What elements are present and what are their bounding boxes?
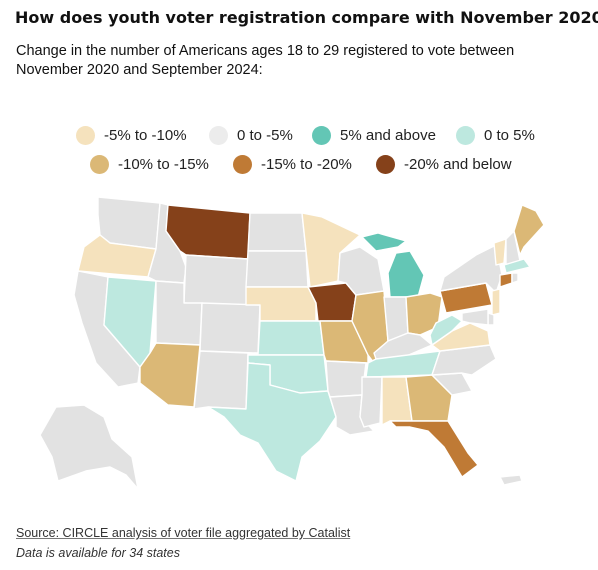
legend-label: -5% to -10% <box>104 126 187 144</box>
state-NJ[interactable] <box>491 288 501 316</box>
state-MI[interactable] <box>387 250 425 298</box>
legend-item: 0 to 5% <box>456 124 535 146</box>
legend-swatch <box>90 154 109 174</box>
state-NM[interactable] <box>193 350 249 410</box>
state-RI[interactable] <box>511 272 519 284</box>
state-NY[interactable] <box>439 244 503 294</box>
state-KS[interactable] <box>257 320 325 356</box>
legend-item: 5% and above <box>312 124 436 146</box>
state-AR[interactable] <box>325 360 367 398</box>
state-WV[interactable] <box>429 314 463 346</box>
chart-subtitle: Change in the number of Americans ages 1… <box>16 43 515 78</box>
state-SD[interactable] <box>245 250 309 288</box>
state-VT[interactable] <box>493 238 507 266</box>
state-FL[interactable] <box>389 420 479 478</box>
legend-swatch <box>233 154 252 174</box>
state-DE[interactable] <box>487 312 495 326</box>
legend-swatch <box>76 125 95 145</box>
legend-swatch <box>312 125 331 145</box>
state-ME[interactable] <box>513 204 545 256</box>
legend-label: 0 to 5% <box>484 126 535 144</box>
state-MI-up[interactable] <box>361 232 407 252</box>
data-note: Data is available for 34 states <box>16 546 180 560</box>
legend-item: -10% to -15% <box>90 153 209 175</box>
state-MA[interactable] <box>503 258 531 274</box>
us-choropleth-map <box>39 196 545 490</box>
chart-title: How does youth voter registration compar… <box>15 8 598 27</box>
legend-item: 0 to -5% <box>209 124 293 146</box>
legend-label: 0 to -5% <box>237 126 293 144</box>
state-GA[interactable] <box>405 374 453 422</box>
legend-label: -15% to -20% <box>261 155 352 173</box>
state-MS[interactable] <box>359 376 383 428</box>
state-ND[interactable] <box>247 212 307 252</box>
state-TX[interactable] <box>207 362 337 482</box>
legend-label: -20% and below <box>404 155 512 173</box>
legend-swatch <box>456 125 475 145</box>
legend-label: -10% to -15% <box>118 155 209 173</box>
source-link[interactable]: Source: CIRCLE analysis of voter file ag… <box>16 526 351 540</box>
state-MD[interactable] <box>461 308 489 326</box>
state-AK[interactable] <box>39 404 139 490</box>
legend-swatch <box>209 125 228 145</box>
state-WY[interactable] <box>183 254 249 308</box>
legend-item: -20% and below <box>376 153 512 175</box>
state-HI[interactable] <box>499 474 523 486</box>
legend-row-1: -5% to -10% 0 to -5% 5% and above 0 to 5… <box>0 124 598 146</box>
legend-swatch <box>376 154 395 174</box>
legend-item: -5% to -10% <box>76 124 187 146</box>
state-CO[interactable] <box>199 302 261 354</box>
legend-item: -15% to -20% <box>233 153 352 175</box>
legend-label: 5% and above <box>340 126 436 144</box>
legend-row-2: -10% to -15% -15% to -20% -20% and below <box>0 153 598 175</box>
state-CT[interactable] <box>499 272 513 288</box>
